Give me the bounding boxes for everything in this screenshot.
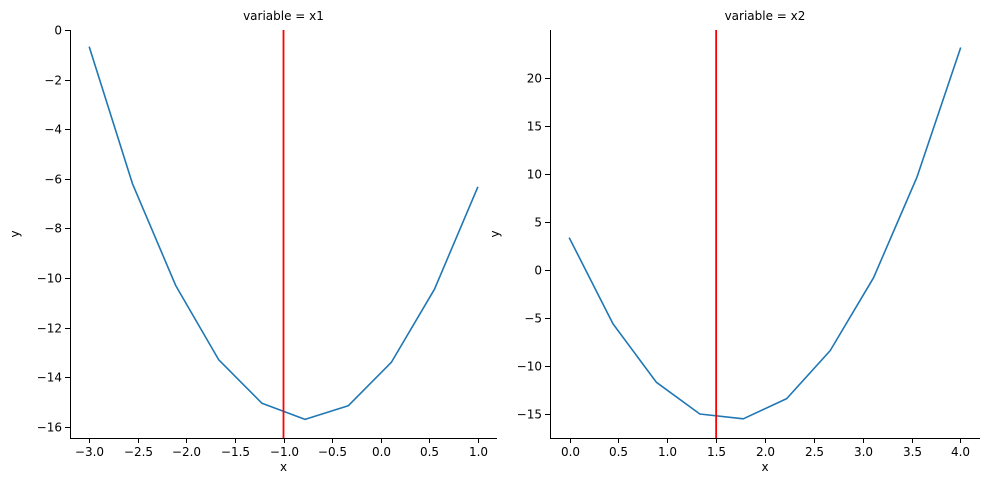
- y-tick-label: 10: [527, 168, 542, 182]
- y-tick-label: −10: [517, 360, 542, 374]
- y-tick-label: −15: [517, 408, 542, 422]
- x-tick-label: 1.0: [469, 445, 488, 459]
- x-tick-label: 3.0: [854, 445, 873, 459]
- panel-title: variable = x1: [243, 9, 324, 23]
- y-tick-label: 20: [527, 72, 542, 86]
- y-axis-label: y: [8, 230, 22, 237]
- x-tick-label: −1.0: [270, 445, 299, 459]
- x-tick-label: 0.0: [561, 445, 580, 459]
- x-tick-label: 1.5: [707, 445, 726, 459]
- x-tick-label: 2.0: [756, 445, 775, 459]
- x-tick-label: 0.5: [609, 445, 628, 459]
- y-tick-label: −6: [44, 173, 62, 187]
- y-tick-label: −4: [44, 123, 62, 137]
- x-tick-label: −3.0: [75, 445, 104, 459]
- series-line: [568, 47, 962, 420]
- panel-x1: −3.0 −2.5 −2.0 −1.5 −1.0 −0.5 0.0 0.5 1.0 0 −2 −4 −6…: [8, 9, 497, 474]
- y-tick-label: −10: [37, 272, 62, 286]
- x-tick-label: 3.5: [903, 445, 922, 459]
- y-tick-label: 5: [534, 216, 542, 230]
- y-tick-label: −5: [524, 312, 542, 326]
- x-tick-label: 0.0: [372, 445, 391, 459]
- y-tick-label: 0: [54, 24, 62, 38]
- x-axis-label: x: [280, 460, 287, 474]
- panel-x2: 0.0 0.5 1.0 1.5 2.0 2.5 3.0 3.5 4.0 20 15 10 5 0 −5 −10…: [488, 9, 980, 474]
- y-tick-label: −14: [37, 371, 62, 385]
- y-axis-label: y: [488, 230, 502, 237]
- x-tick-label: −2.5: [124, 445, 153, 459]
- y-tick-label: 0: [534, 264, 542, 278]
- x-tick-label: 4.0: [951, 445, 970, 459]
- x-axis-label: x: [761, 460, 768, 474]
- x-tick-label: 0.5: [420, 445, 439, 459]
- x-tick-label: −0.5: [318, 445, 347, 459]
- x-tick-label: −2.0: [172, 445, 201, 459]
- panel-title: variable = x2: [725, 9, 806, 23]
- y-tick-label: 15: [527, 120, 542, 134]
- y-tick-label: −2: [44, 74, 62, 88]
- x-tick-label: 2.5: [805, 445, 824, 459]
- y-tick-label: −8: [44, 222, 62, 236]
- x-tick-label: 1.0: [658, 445, 677, 459]
- y-tick-label: −16: [37, 421, 62, 435]
- y-tick-label: −12: [37, 322, 62, 336]
- x-tick-label: −1.5: [221, 445, 250, 459]
